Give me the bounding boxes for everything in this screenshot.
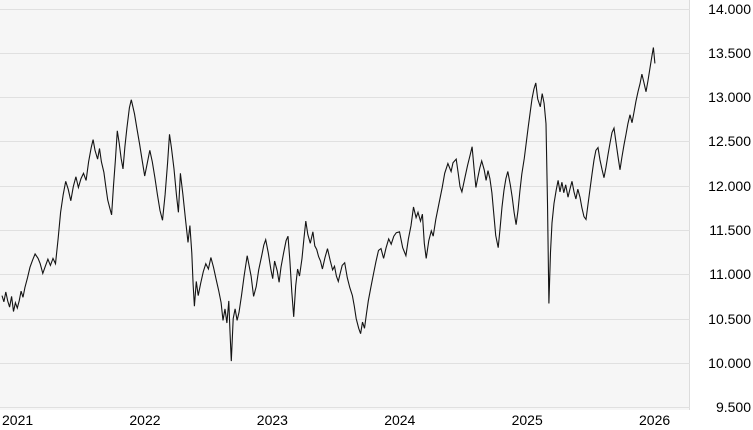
y-axis-label: 13.000	[708, 89, 751, 106]
y-axis-label: 9.500	[715, 399, 751, 416]
x-axis-label: 2025	[511, 412, 543, 428]
y-axis-label: 11.500	[709, 222, 751, 238]
price-series-svg	[0, 9, 690, 408]
price-series-line	[1, 47, 656, 362]
y-axis-label: 11.000	[709, 266, 751, 283]
y-axis-label: 12.500	[708, 133, 751, 150]
x-axis-label: 2026	[639, 412, 671, 428]
plot-area[interactable]	[0, 0, 690, 410]
y-axis-label: 13.500	[708, 44, 751, 61]
x-axis-label: 2023	[256, 412, 288, 428]
x-axis-label: 2022	[129, 412, 161, 428]
x-axis-label: 2021	[2, 412, 34, 428]
gridlines	[0, 9, 690, 408]
y-axis-label: 10.000	[708, 354, 751, 371]
x-axis-label: 2024	[384, 412, 416, 428]
y-axis-label: 12.000	[708, 177, 751, 194]
y-axis: 14.000 13.500 13.000 12.500 12.000 11.500 11.0…	[691, 0, 753, 416]
x-axis: 2021 2022 2023 2024 2025 2026	[0, 410, 753, 430]
y-axis-label: 14.000	[708, 0, 751, 17]
y-axis-label: 10.500	[708, 310, 751, 327]
